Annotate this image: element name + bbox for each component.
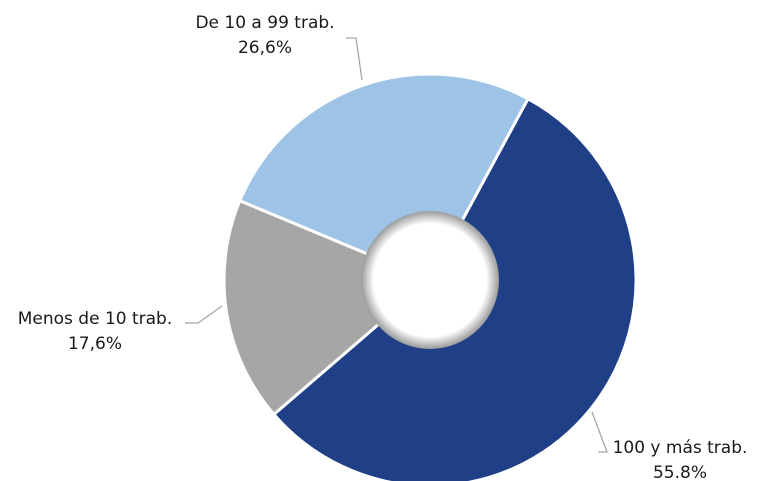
slice-label: De 10 a 99 trab. [195, 13, 334, 33]
leader-line [346, 37, 363, 81]
value-label: 55.8% [653, 463, 707, 481]
donut-hole [361, 211, 499, 349]
slice-label: Menos de 10 trab. [18, 309, 173, 329]
slice-label: 100 y más trab. [613, 438, 748, 458]
value-label: 26,6% [238, 38, 292, 58]
leader-line [185, 305, 223, 324]
value-label: 17,6% [68, 334, 122, 354]
leader-line [591, 411, 608, 453]
